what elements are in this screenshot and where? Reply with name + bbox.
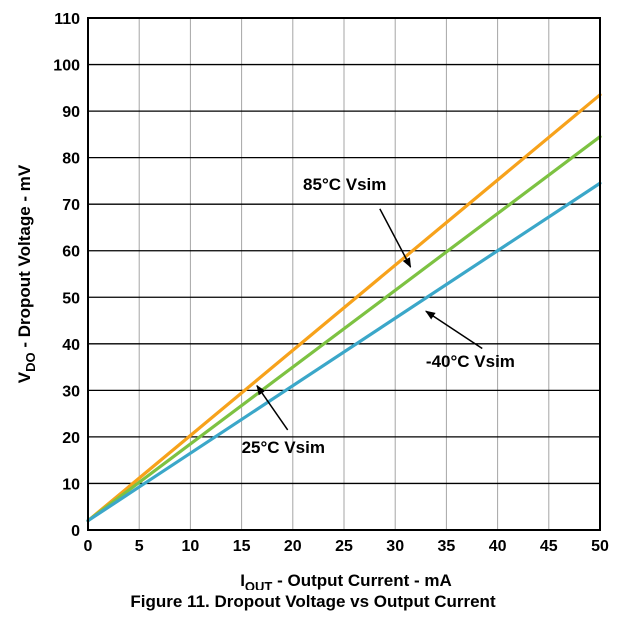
y-tick-label: 0 <box>71 523 80 540</box>
x-tick-label: 30 <box>386 538 404 555</box>
x-tick-label: 0 <box>84 538 93 555</box>
annotation-arrow <box>425 310 483 350</box>
y-tick-label: 50 <box>62 290 80 307</box>
plot-border <box>87 17 601 531</box>
x-tick-label: 35 <box>438 538 456 555</box>
series-line <box>86 93 602 523</box>
x-tick-label: 25 <box>335 538 353 555</box>
series-annotation-label: 25°C Vsim <box>242 438 325 457</box>
series-annotation-label: -40°C Vsim <box>426 352 515 371</box>
y-tick-label: 100 <box>53 58 80 75</box>
annotations: 85°C Vsim -40°C Vsim 25°C Vsim <box>242 175 515 457</box>
y-tick-label: 110 <box>54 11 80 28</box>
y-axis-title: VDO - Dropout Voltage - mV <box>15 164 38 383</box>
y-tick-label: 10 <box>62 476 80 493</box>
y-tick-label: 20 <box>62 430 80 447</box>
x-tick-label: 20 <box>284 538 302 555</box>
series-line <box>86 135 602 523</box>
y-tick-label: 30 <box>62 383 80 400</box>
series-annotation-label: 85°C Vsim <box>303 175 386 194</box>
x-tick-label: 10 <box>182 538 200 555</box>
grid <box>88 18 600 530</box>
y-tick-label: 70 <box>62 197 80 214</box>
y-tick-label: 60 <box>62 244 80 261</box>
annotation-arrow <box>379 208 412 268</box>
tick-labels: 0 5 10 15 20 25 30 35 40 45 50 0 10 20 30 40 50 60 70 80 90 1… <box>53 11 609 555</box>
y-tick-label: 80 <box>62 151 80 168</box>
series-line <box>86 181 602 523</box>
x-tick-label: 45 <box>540 538 558 555</box>
x-tick-label: 15 <box>233 538 251 555</box>
x-tick-label: 50 <box>591 538 609 555</box>
plot-frame <box>87 17 601 531</box>
x-axis-title: IOUT - Output Current - mA <box>240 571 452 590</box>
dropout-voltage-chart: 0 5 10 15 20 25 30 35 40 45 50 0 10 20 30 40 50 60 70 80 90 1… <box>15 11 609 590</box>
annotation-arrow <box>256 384 289 431</box>
series-group <box>86 93 602 523</box>
figure-caption: Figure 11. Dropout Voltage vs Output Cur… <box>130 592 496 611</box>
y-tick-label: 40 <box>62 337 80 354</box>
y-tick-label: 90 <box>62 104 80 121</box>
x-tick-label: 5 <box>135 538 144 555</box>
x-tick-label: 40 <box>489 538 507 555</box>
